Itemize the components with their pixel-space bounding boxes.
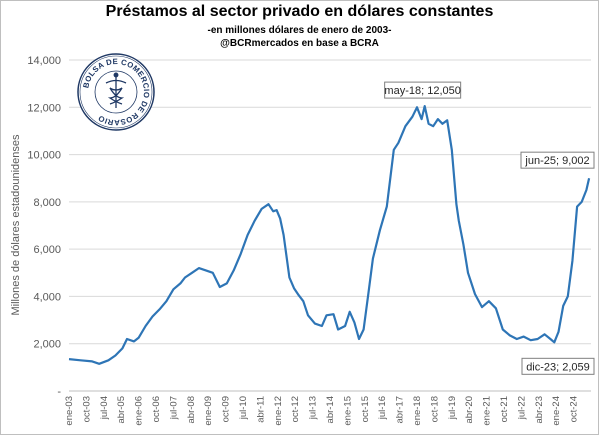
y-tick-label: 8,000 xyxy=(33,197,61,209)
caduceus-seal-icon xyxy=(105,72,127,108)
x-tick-label: ene-15 xyxy=(342,396,353,426)
annotations: may-18; 12,050 jun-25; 9,002 dic-23; 2,059 xyxy=(384,81,595,375)
x-tick-label: jul-13 xyxy=(308,396,319,420)
series-line xyxy=(68,104,591,365)
annotation-callout: dic-23; 2,059 xyxy=(521,357,595,375)
annotation-label: dic-23; 2,059 xyxy=(526,361,590,373)
x-tick-label: abr-20 xyxy=(464,396,475,423)
x-tick-label: oct-06 xyxy=(151,396,162,422)
y-tick-label: 6,000 xyxy=(33,244,61,256)
y-tick-label: - xyxy=(57,386,61,398)
x-tick-label: ene-06 xyxy=(134,396,145,426)
x-tick-label: ene-09 xyxy=(203,396,214,426)
x-tick-label: oct-09 xyxy=(221,396,232,422)
x-tick-label: oct-24 xyxy=(569,396,580,422)
x-tick-label: ene-24 xyxy=(551,396,562,426)
y-axis-ticks: - 2,000 4,000 6,000 8,000 10,000 12,000 14,000 xyxy=(27,55,61,398)
chart-title: Préstamos al sector privado en dólares c… xyxy=(105,3,494,20)
chart-source: @BCRmercados en base a BCRA xyxy=(220,38,379,49)
annotation-callout: may-18; 12,050 xyxy=(384,81,462,99)
x-tick-label: oct-03 xyxy=(81,396,92,422)
y-tick-label: 2,000 xyxy=(33,339,61,351)
annotation-box xyxy=(521,357,595,375)
x-tick-label: jul-19 xyxy=(447,396,458,420)
bcr-logo: BOLSA DE COMERCIO DE ROSARIO xyxy=(77,53,155,131)
x-tick-label: ene-12 xyxy=(273,396,284,426)
x-tick-label: abr-05 xyxy=(116,396,127,423)
x-tick-label: oct-21 xyxy=(499,396,510,422)
x-tick-label: abr-23 xyxy=(534,396,545,423)
x-tick-label: oct-18 xyxy=(429,396,440,422)
y-tick-label: 4,000 xyxy=(33,291,61,303)
series-layer xyxy=(68,104,591,365)
annotation-label: jun-25; 9,002 xyxy=(524,155,589,167)
x-tick-label: jul-10 xyxy=(238,396,249,420)
annotation-box xyxy=(520,151,595,169)
annotation-box xyxy=(384,81,462,99)
x-axis-ticks: ene-03 oct-03 jul-04 abr-05 ene-06 oct-06 jul-… xyxy=(64,396,580,426)
x-tick-label: ene-21 xyxy=(482,396,493,426)
y-axis-label: Millones de dólares estadounidenses xyxy=(10,134,22,316)
grid-lines xyxy=(69,59,591,392)
x-tick-label: abr-14 xyxy=(325,396,336,423)
y-tick-label: 12,000 xyxy=(27,102,61,114)
y-tick-label: 14,000 xyxy=(27,55,61,67)
x-tick-label: ene-18 xyxy=(412,396,423,426)
x-tick-label: abr-17 xyxy=(395,396,406,423)
x-tick-label: jul-22 xyxy=(516,396,527,420)
x-tick-label: jul-04 xyxy=(99,396,110,420)
x-tick-label: oct-12 xyxy=(290,396,301,422)
annotation-label: may-18; 12,050 xyxy=(384,85,460,97)
y-tick-label: 10,000 xyxy=(27,150,61,162)
annotation-callout: jun-25; 9,002 xyxy=(520,151,595,169)
chart-subtitle: -en millones dólares de enero de 2003- xyxy=(207,25,392,36)
x-tick-label: abr-11 xyxy=(255,396,266,423)
x-tick-label: jul-07 xyxy=(168,396,179,420)
x-tick-label: oct-15 xyxy=(360,396,371,422)
x-tick-label: jul-16 xyxy=(377,396,388,420)
x-tick-label: ene-03 xyxy=(64,396,75,426)
x-tick-label: abr-08 xyxy=(186,396,197,423)
